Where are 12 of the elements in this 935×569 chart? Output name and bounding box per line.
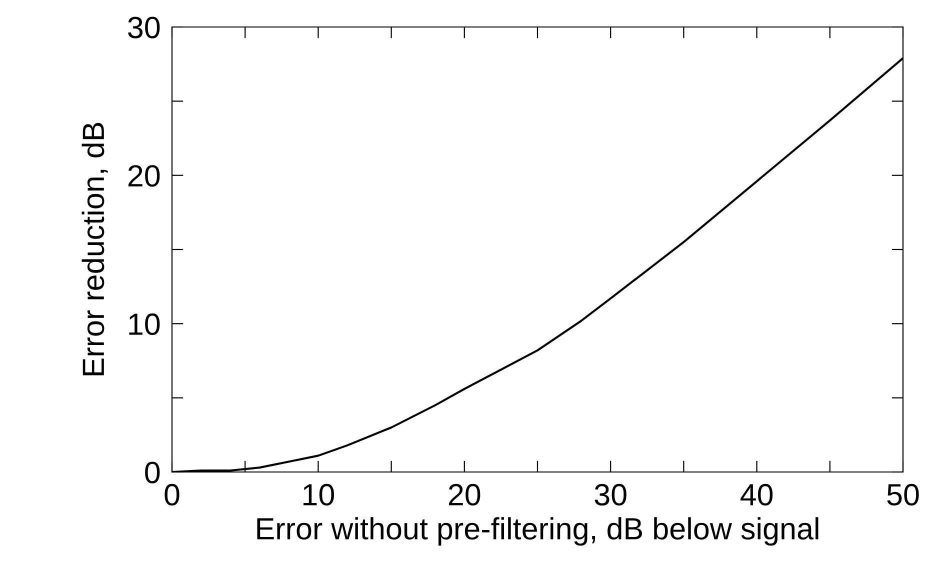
x-tick-label: 0 <box>164 484 180 506</box>
x-tick-label: 30 <box>594 484 626 506</box>
x-tick-label: 10 <box>304 484 334 506</box>
y-tick-label: 20 <box>128 165 160 187</box>
y-tick-label: 0 <box>145 462 160 484</box>
x-tick-label: 50 <box>887 484 919 506</box>
x-tick-label: 40 <box>740 484 773 506</box>
x-axis-title: Error without pre-filtering, dB below signal <box>257 517 818 546</box>
y-axis-title: Error reduction, dB <box>82 122 108 376</box>
y-tick-label: 10 <box>129 313 160 336</box>
x-tick-label: 20 <box>448 484 480 506</box>
y-tick-label: 30 <box>128 16 160 38</box>
